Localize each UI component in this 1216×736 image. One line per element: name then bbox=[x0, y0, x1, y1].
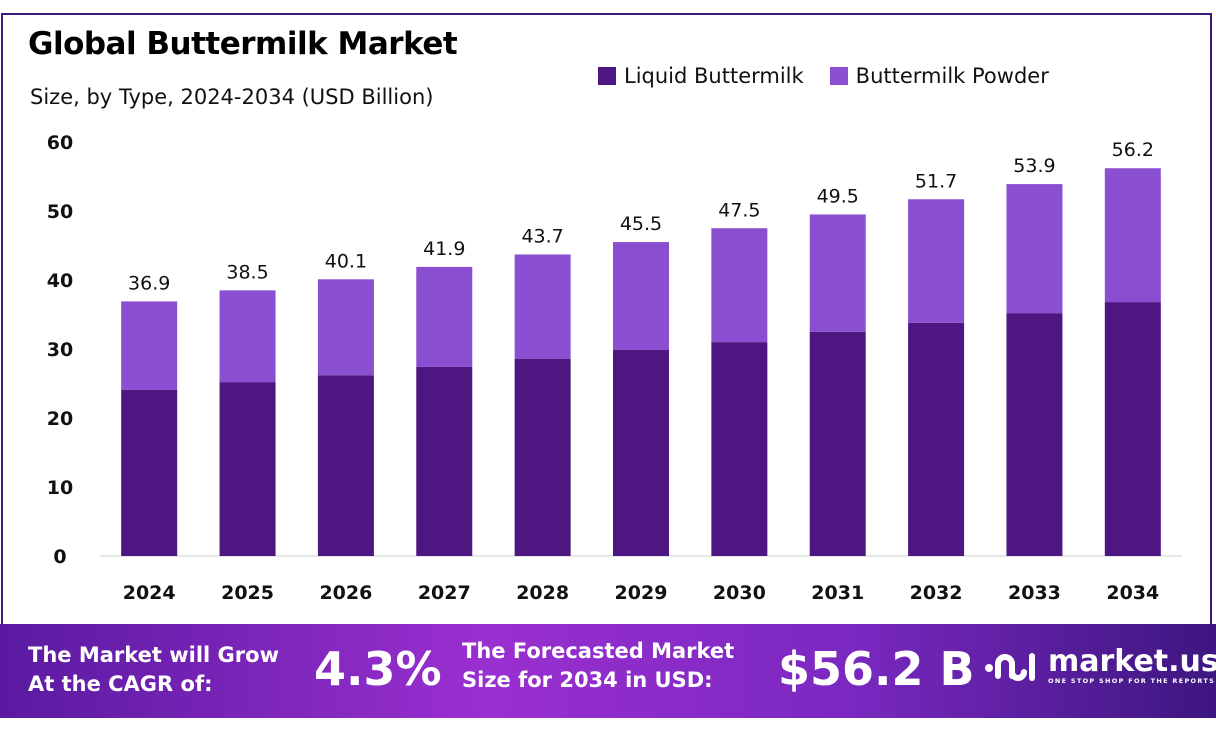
forecast-value: $56.2 B bbox=[778, 642, 975, 696]
bar-powder-2028 bbox=[514, 254, 571, 359]
chart-title: Global Buttermilk Market bbox=[28, 26, 458, 62]
forecast-label-line1: The Forecasted Market bbox=[462, 639, 735, 663]
bar-liquid-2034 bbox=[1104, 302, 1161, 556]
y-tick-label: 20 bbox=[47, 408, 73, 430]
x-tick-label: 2032 bbox=[910, 582, 963, 604]
bar-chart: 010203040506036.9202438.5202540.1202641.… bbox=[47, 132, 1182, 604]
x-tick-label: 2031 bbox=[811, 582, 864, 604]
summary-banner: The Market will Grow At the CAGR of: 4.3… bbox=[0, 624, 1216, 718]
cagr-label-line2: At the CAGR of: bbox=[28, 672, 213, 696]
bar-powder-2030 bbox=[711, 228, 768, 343]
y-tick-label: 10 bbox=[47, 477, 73, 499]
data-label-2034: 56.2 bbox=[1112, 139, 1154, 161]
bar-powder-2027 bbox=[416, 266, 473, 367]
x-tick-label: 2027 bbox=[418, 582, 471, 604]
bar-powder-2031 bbox=[809, 214, 866, 332]
data-label-2030: 47.5 bbox=[718, 199, 760, 221]
y-tick-label: 30 bbox=[47, 339, 73, 361]
data-label-2026: 40.1 bbox=[325, 250, 367, 272]
chart-subtitle: Size, by Type, 2024-2034 (USD Billion) bbox=[30, 85, 434, 109]
bar-liquid-2031 bbox=[809, 331, 866, 556]
bar-powder-2025 bbox=[219, 290, 276, 383]
bar-liquid-2030 bbox=[711, 342, 768, 556]
x-tick-label: 2033 bbox=[1008, 582, 1061, 604]
legend-swatch-powder bbox=[829, 67, 848, 85]
x-tick-label: 2028 bbox=[516, 582, 569, 604]
x-tick-label: 2026 bbox=[319, 582, 372, 604]
cagr-label-line1: The Market will Grow bbox=[28, 643, 279, 667]
data-label-2029: 45.5 bbox=[620, 213, 662, 235]
bar-liquid-2024 bbox=[121, 389, 178, 556]
legend-item-powder: Buttermilk Powder bbox=[829, 64, 1049, 88]
y-tick-label: 60 bbox=[47, 132, 73, 154]
y-tick-label: 50 bbox=[47, 201, 73, 223]
x-tick-label: 2025 bbox=[221, 582, 274, 604]
legend-label-powder: Buttermilk Powder bbox=[855, 64, 1049, 88]
bar-powder-2026 bbox=[317, 279, 374, 376]
chart-frame bbox=[1, 13, 1212, 625]
data-label-2033: 53.9 bbox=[1013, 155, 1055, 177]
data-label-2032: 51.7 bbox=[915, 170, 957, 192]
bar-powder-2024 bbox=[121, 301, 178, 390]
y-tick-label: 0 bbox=[53, 546, 66, 568]
forecast-label-line2: Size for 2034 in USD: bbox=[462, 668, 713, 692]
bar-liquid-2027 bbox=[416, 366, 473, 556]
x-tick-label: 2034 bbox=[1106, 582, 1159, 604]
bar-liquid-2033 bbox=[1006, 313, 1063, 556]
legend: Liquid Buttermilk Buttermilk Powder bbox=[598, 64, 1049, 88]
bar-powder-2034 bbox=[1104, 168, 1161, 303]
data-label-2025: 38.5 bbox=[226, 261, 268, 283]
x-tick-label: 2029 bbox=[615, 582, 668, 604]
marketus-logo: market.us ONE STOP SHOP FOR THE REPORTS bbox=[984, 646, 1216, 686]
legend-swatch-liquid bbox=[598, 67, 616, 85]
cagr-label: The Market will Grow At the CAGR of: bbox=[28, 641, 279, 699]
bar-powder-2029 bbox=[613, 242, 669, 350]
bar-liquid-2032 bbox=[908, 322, 965, 556]
bar-liquid-2029 bbox=[613, 349, 669, 556]
y-tick-label: 40 bbox=[47, 270, 73, 292]
legend-item-liquid: Liquid Buttermilk bbox=[598, 64, 804, 88]
bar-liquid-2026 bbox=[317, 375, 374, 556]
bar-powder-2032 bbox=[908, 199, 965, 323]
bar-powder-2033 bbox=[1006, 184, 1063, 314]
cagr-value: 4.3% bbox=[314, 642, 442, 696]
data-label-2028: 43.7 bbox=[521, 225, 563, 247]
logo-tagline: ONE STOP SHOP FOR THE REPORTS bbox=[1048, 677, 1216, 685]
bar-liquid-2025 bbox=[219, 382, 276, 556]
data-label-2024: 36.9 bbox=[128, 272, 170, 294]
x-tick-label: 2030 bbox=[713, 582, 766, 604]
data-label-2031: 49.5 bbox=[817, 185, 859, 207]
legend-label-liquid: Liquid Buttermilk bbox=[624, 64, 804, 88]
logo-text: market.us bbox=[1048, 644, 1216, 679]
forecast-label: The Forecasted Market Size for 2034 in U… bbox=[462, 637, 734, 695]
bar-liquid-2028 bbox=[514, 358, 571, 556]
x-tick-label: 2024 bbox=[123, 582, 176, 604]
marketus-logo-icon bbox=[985, 653, 1035, 681]
data-label-2027: 41.9 bbox=[423, 238, 465, 260]
